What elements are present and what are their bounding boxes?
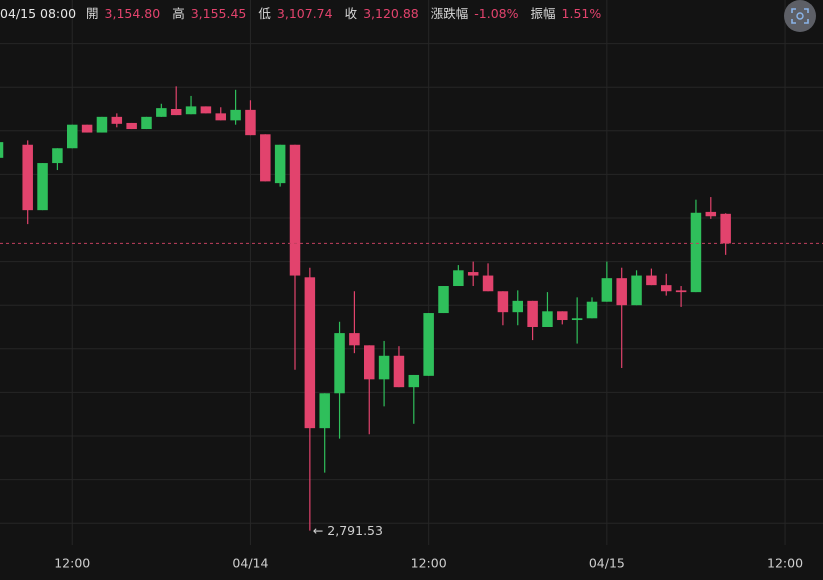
candle-body — [111, 116, 123, 124]
candle-body — [349, 333, 360, 346]
candle-body — [156, 108, 167, 117]
fullscreen-icon[interactable] — [791, 8, 809, 24]
candle-body — [96, 116, 108, 133]
candle-body — [364, 345, 375, 380]
candle-body — [675, 290, 687, 293]
candle-body — [141, 116, 152, 130]
candle-body — [512, 300, 523, 313]
header-label: 高 — [172, 6, 185, 21]
candle-body — [601, 278, 613, 302]
candle-body — [527, 300, 538, 327]
candle-body — [571, 318, 583, 321]
candle-body — [393, 355, 405, 388]
candle-body — [274, 144, 286, 184]
candle-body — [661, 285, 672, 292]
candle-body — [378, 355, 390, 380]
header-value: 3,120.88 — [363, 6, 419, 21]
header-value: 1.51% — [561, 6, 602, 21]
fullscreen-icon-dot[interactable] — [796, 12, 804, 20]
button-bg[interactable] — [784, 0, 816, 32]
candle-body — [557, 311, 568, 321]
candle-body — [37, 163, 48, 211]
header-label: 漲跌幅 — [430, 6, 469, 21]
ohlc-header: 04/15 08:00 開 3,154.80 高 3,155.45 低 3,107.74 收… — [0, 3, 613, 22]
candle-body — [586, 301, 598, 319]
candle-body — [705, 211, 717, 217]
candle-body — [616, 278, 627, 306]
candle-body — [22, 144, 33, 211]
header-value: 3,107.74 — [276, 6, 333, 21]
x-tick-label: 12:00 — [411, 556, 447, 571]
candle-body — [646, 275, 657, 286]
header-label: 振幅 — [530, 6, 556, 21]
candle-body — [720, 213, 731, 244]
candle-body — [245, 109, 256, 136]
candle-body — [631, 275, 642, 306]
candle-body — [408, 374, 420, 388]
candle-body — [200, 106, 212, 114]
candle-body — [260, 134, 271, 182]
header-label: 低 — [258, 6, 271, 21]
header-time: 04/15 08:00 — [0, 6, 77, 21]
fullscreen-button[interactable] — [784, 0, 816, 32]
candle-body — [334, 333, 345, 394]
candle-body — [304, 277, 316, 429]
candle-body — [289, 144, 301, 276]
candle-body — [319, 393, 330, 429]
x-tick-label: 04/15 — [589, 556, 625, 571]
candle-body — [467, 272, 479, 276]
x-tick-label: 12:00 — [767, 556, 803, 571]
candle-body — [67, 124, 78, 149]
candle-body — [126, 122, 137, 130]
candle-body — [423, 313, 434, 376]
low-annotation: ← 2,791.53 — [313, 523, 383, 538]
candle-body — [542, 311, 553, 327]
candle-body — [230, 109, 241, 121]
header-value: -1.08% — [474, 6, 519, 21]
candle-body — [453, 270, 464, 287]
x-tick-label: 12:00 — [54, 556, 90, 571]
candle-body — [185, 106, 197, 115]
candle-body — [0, 142, 4, 158]
candle-body — [215, 113, 226, 121]
header-value: 3,155.45 — [190, 6, 247, 21]
candle-body — [170, 109, 182, 116]
header-label: 開 — [86, 6, 99, 21]
candle-body — [81, 124, 93, 133]
header-value: 3,154.80 — [104, 6, 161, 21]
candle-body — [482, 275, 494, 292]
candle-body — [690, 212, 702, 293]
x-tick-label: 04/14 — [232, 556, 268, 571]
candle-body — [497, 291, 509, 313]
candle-body — [438, 286, 449, 314]
header-label: 收 — [344, 6, 358, 21]
candle-body — [52, 148, 63, 164]
